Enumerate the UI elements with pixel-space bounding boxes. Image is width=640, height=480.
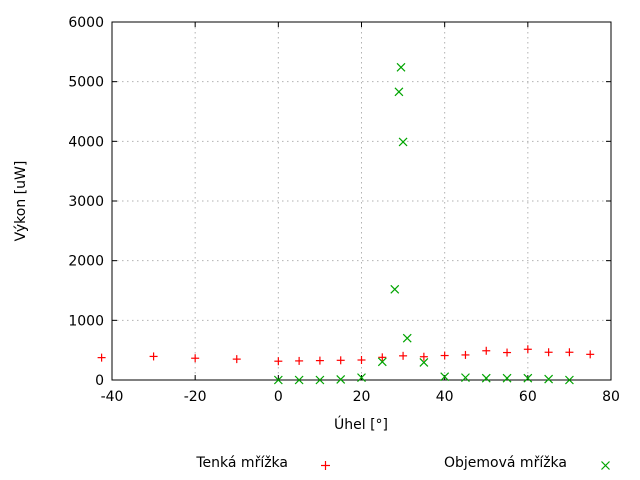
x-axis-title: Úhel [°] — [334, 417, 388, 433]
data-point-cross-series2 — [544, 374, 554, 384]
data-point-cross-series2 — [402, 333, 412, 343]
y-tick-label: 5000 — [68, 75, 104, 91]
data-point-cross-series2 — [523, 373, 533, 383]
x-tick-label: -40 — [101, 389, 124, 405]
y-tick-label: 4000 — [68, 134, 104, 150]
data-point-cross-series2 — [294, 375, 304, 385]
x-tick-label: -20 — [184, 389, 207, 405]
data-point-cross-series2 — [481, 373, 491, 383]
data-point-cross-series2 — [336, 374, 346, 384]
y-tick-label: 6000 — [68, 15, 104, 31]
y-tick-label: 3000 — [68, 194, 104, 210]
data-point-cross-series2 — [461, 373, 470, 383]
legend-label-tenka-mrizka: Tenká mřížka — [196, 455, 288, 471]
x-tick-label: 0 — [274, 389, 283, 405]
data-point-cross-series2 — [315, 375, 325, 385]
data-point-cross-series2 — [502, 373, 512, 383]
y-tick-label: 1000 — [68, 313, 104, 329]
data-point-cross-series2 — [564, 375, 574, 385]
data-point-cross-series2 — [357, 373, 366, 383]
data-point-cross-series2 — [273, 375, 283, 385]
y-axis-title: Výkon [uW] — [13, 160, 29, 242]
legend-label-objemova-mrizka: Objemová mřížka — [444, 455, 567, 471]
data-point-cross-series2 — [377, 357, 387, 367]
legend-plus-marker-icon — [321, 461, 330, 470]
data-point-cross-series2 — [440, 372, 450, 382]
y-tick-label: 2000 — [68, 254, 104, 270]
x-tick-label: 60 — [519, 389, 537, 405]
data-point-cross-series2 — [419, 357, 429, 367]
data-point-cross-series2 — [396, 62, 406, 72]
x-tick-label: 20 — [353, 389, 371, 405]
plot-border — [111, 21, 612, 381]
x-tick-label: 40 — [436, 389, 454, 405]
y-tick-label: 0 — [95, 373, 104, 389]
legend-cross-marker-icon — [601, 461, 610, 470]
data-point-cross-series2 — [390, 284, 400, 294]
data-point-cross-series2 — [394, 87, 404, 97]
x-tick-label: 80 — [602, 389, 620, 405]
data-point-cross-series2 — [398, 137, 408, 147]
